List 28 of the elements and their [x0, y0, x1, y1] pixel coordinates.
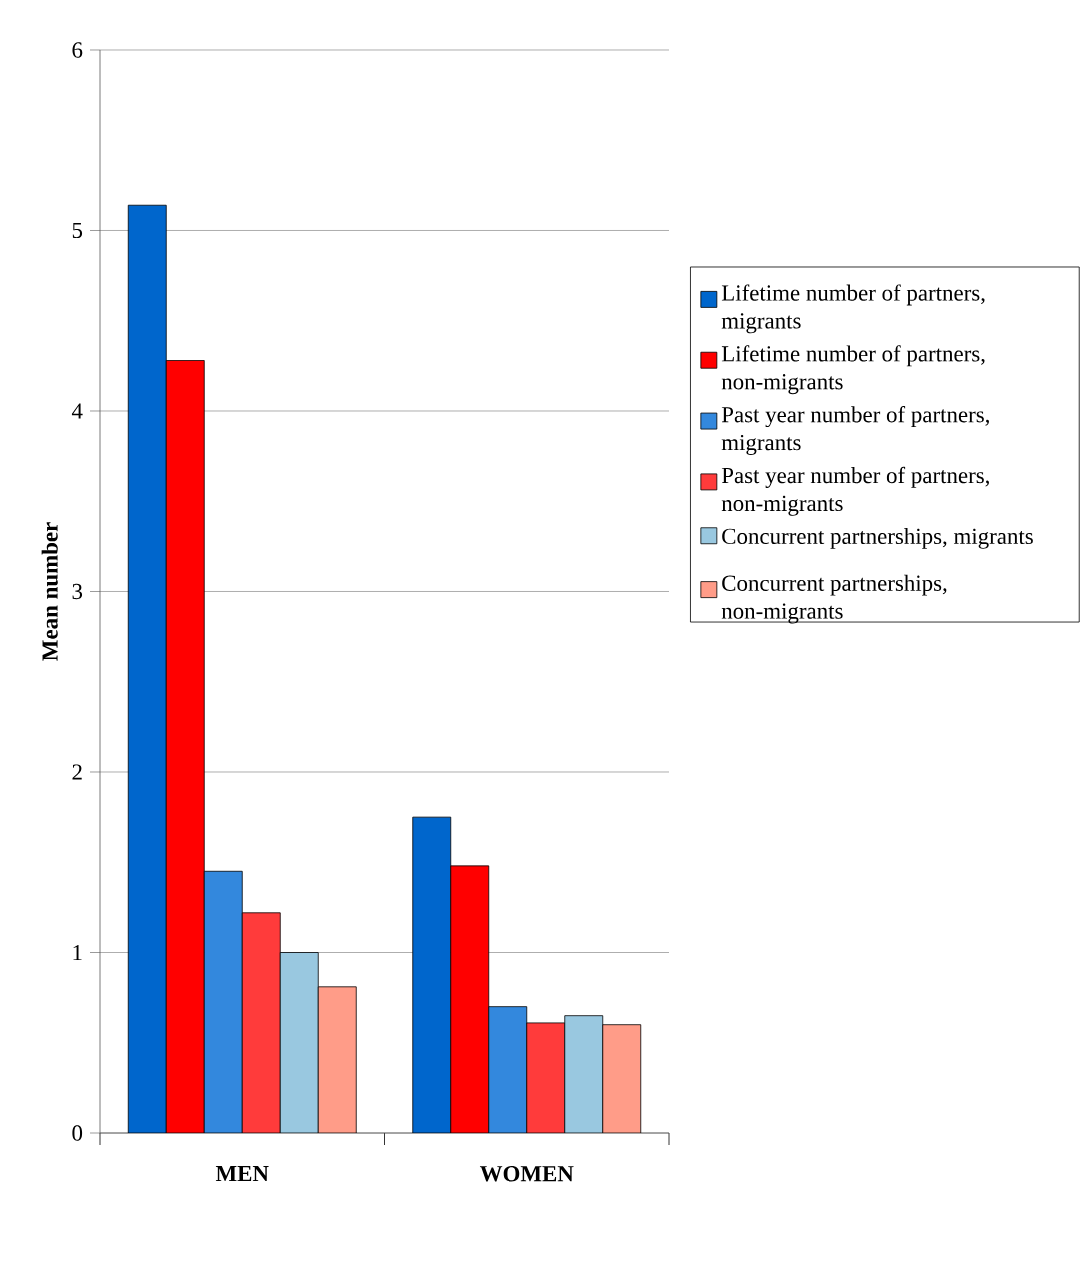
y-tick-label: 6: [72, 42, 83, 58]
bar: [488, 1006, 528, 1133]
y-tick-label: 4: [71, 403, 83, 419]
bar: [203, 870, 243, 1133]
x-tick-label: WOMEN: [479, 1166, 574, 1182]
bar: [279, 952, 319, 1133]
legend-label: Past year number of partners, non-migrants: [721, 466, 989, 516]
legend-label: Concurrent partnerships, migrants: [722, 527, 1033, 549]
bar: [241, 912, 281, 1133]
bar: [317, 986, 357, 1133]
legend-label: Lifetime number of partners, non-migrants: [721, 345, 985, 395]
y-tick-label: 2: [72, 764, 82, 780]
legend-label: Past year number of partners, migrants: [721, 406, 989, 455]
bar: [564, 1015, 604, 1133]
y-tick-label: 5: [72, 222, 83, 239]
bar: [412, 816, 452, 1133]
y-tick-label: 0: [72, 1125, 83, 1141]
y-tick-label: 3: [72, 583, 83, 600]
legend-label: Lifetime number of partners, migrants: [721, 284, 985, 334]
legend-label: Concurrent partnerships, non-migrants: [721, 574, 947, 624]
bar: [602, 1024, 642, 1133]
bar: [127, 204, 167, 1133]
bar: [165, 360, 205, 1133]
bar: [450, 865, 490, 1133]
y-tick-label: 1: [73, 944, 82, 961]
x-tick-label: MEN: [215, 1166, 269, 1182]
bar: [526, 1022, 566, 1133]
y-axis-title: Mean number: [41, 522, 58, 661]
